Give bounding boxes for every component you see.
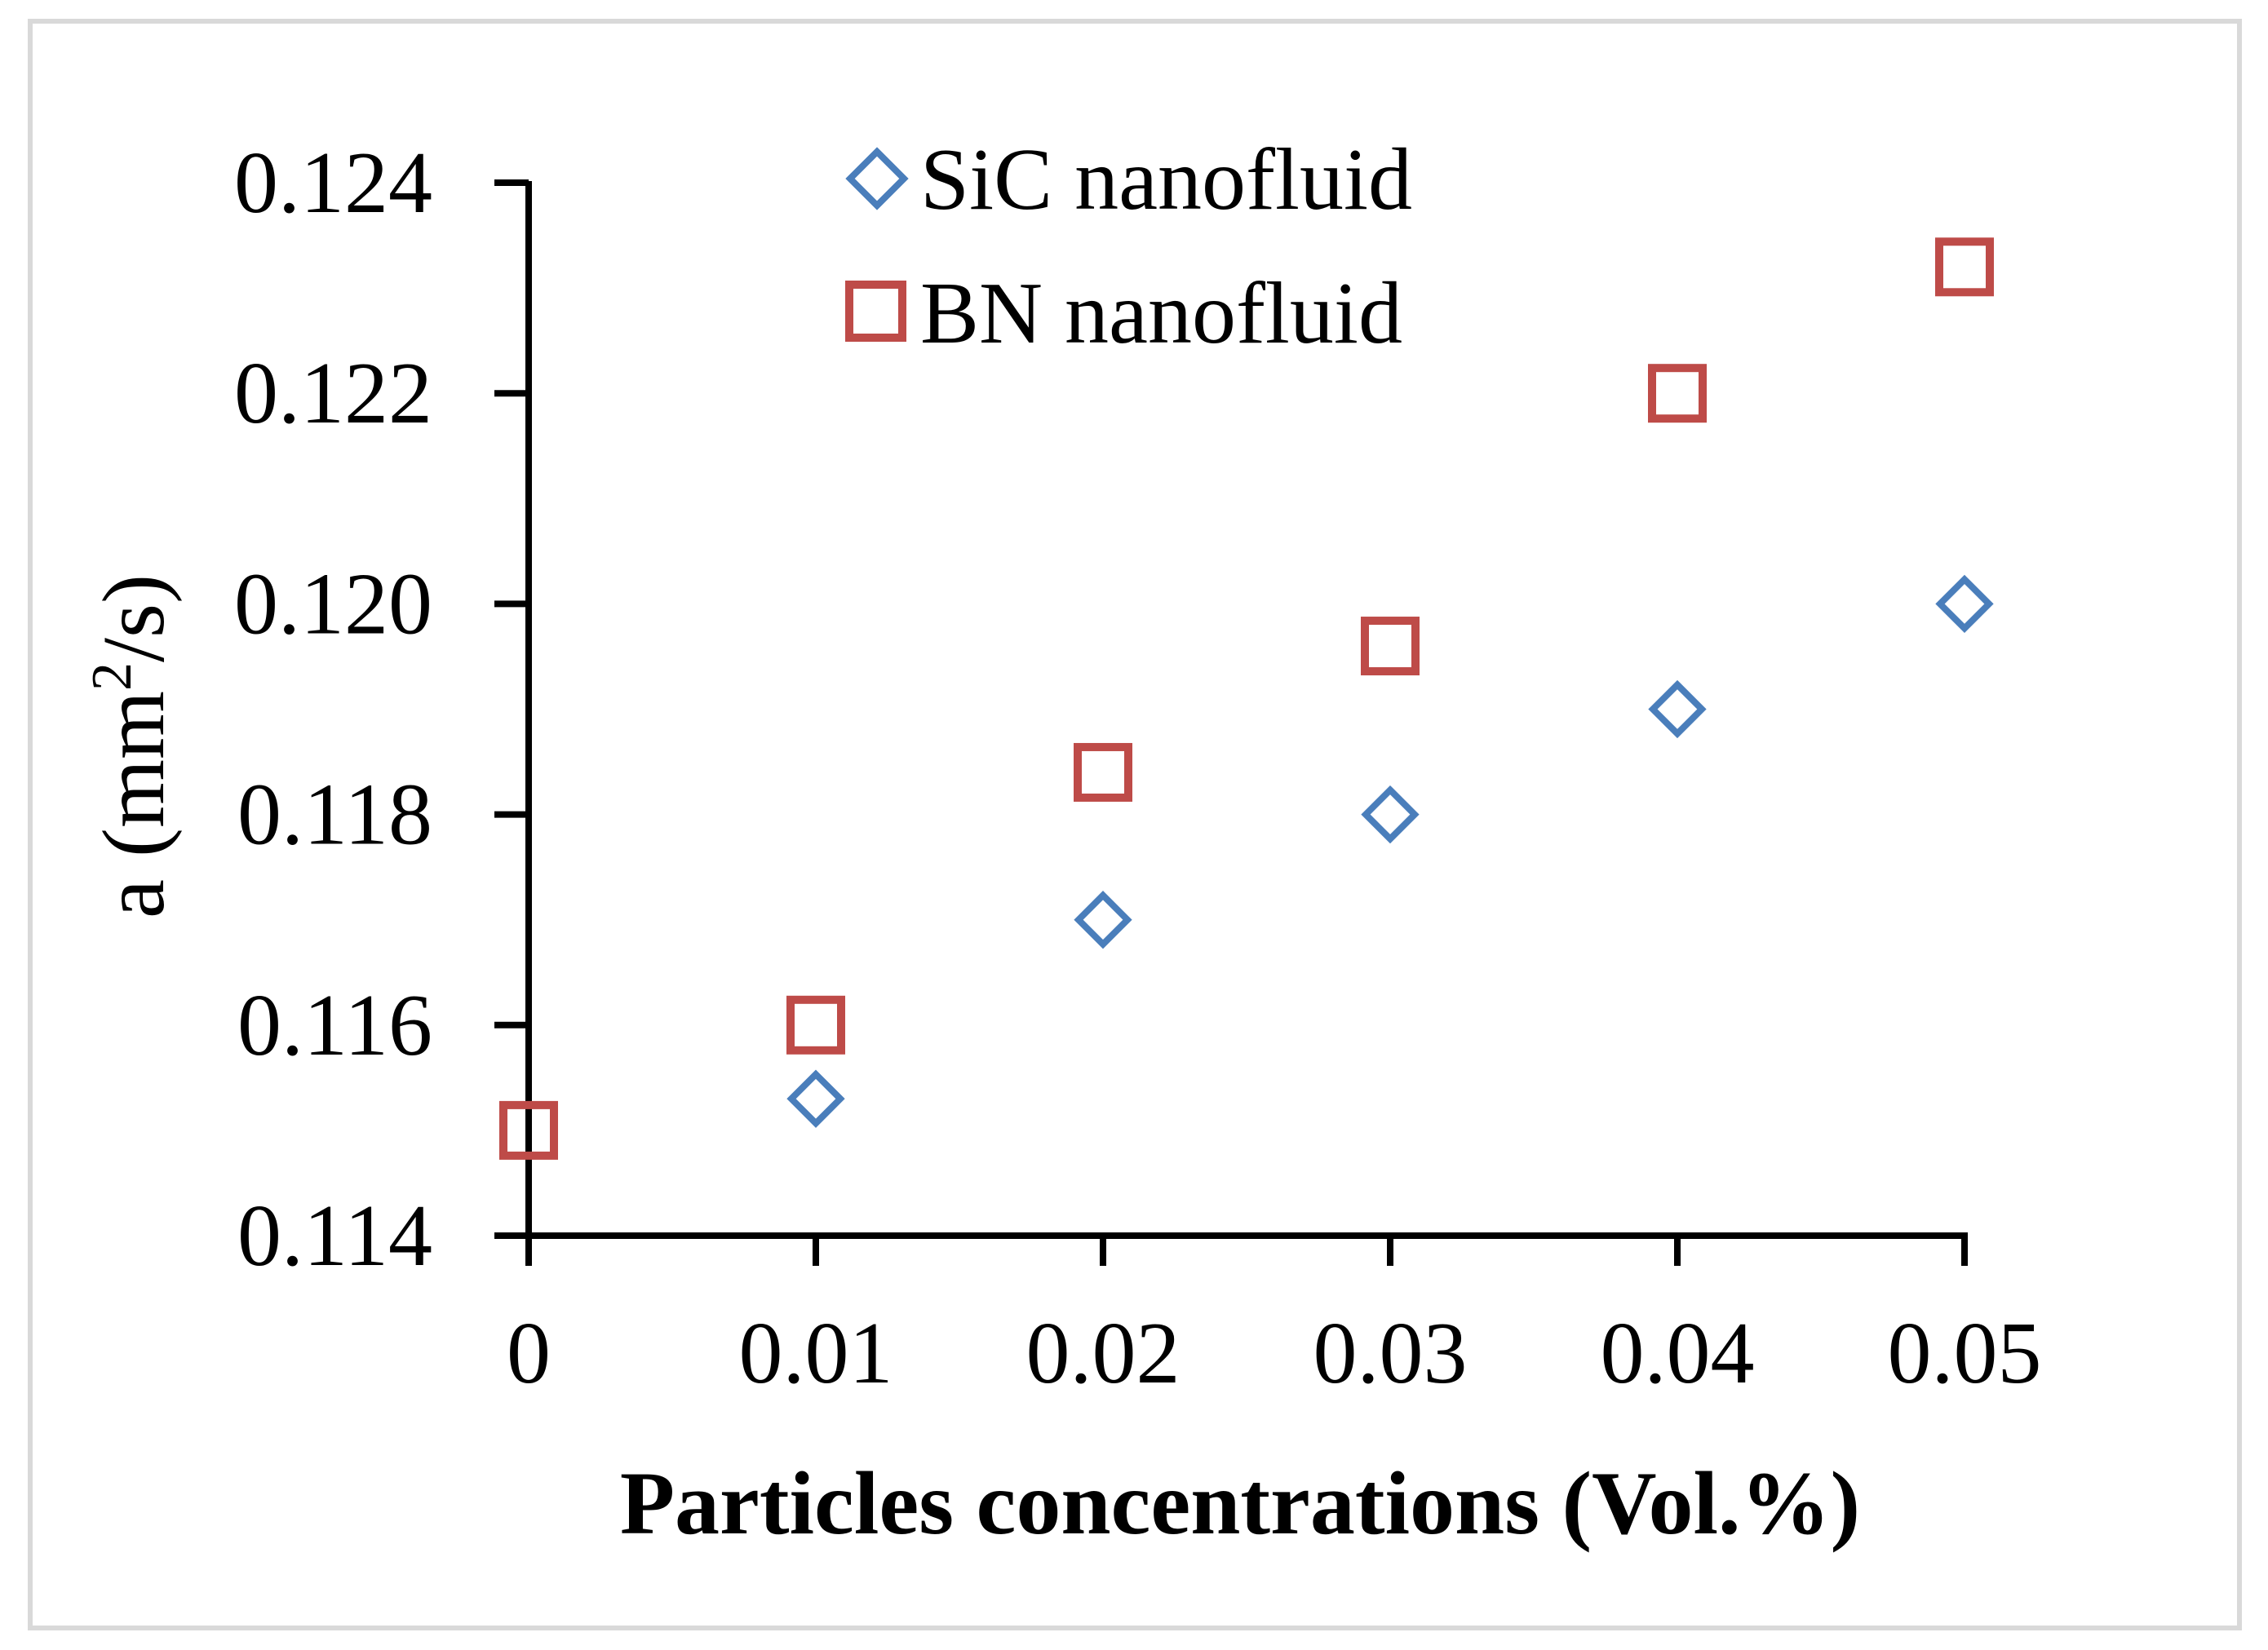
bn-data-point — [1074, 742, 1132, 802]
y-tick-label: 0.120 — [234, 555, 432, 652]
legend-item-sic: SiC nanofluid — [845, 131, 1412, 228]
x-tick-label: 0.05 — [1888, 1305, 2042, 1402]
legend-marker-square — [845, 281, 906, 342]
y-tick-label: 0.116 — [237, 977, 432, 1074]
x-tick-label: 0 — [507, 1305, 551, 1402]
x-axis-ticks: 0 0.01 0.02 0.03 0.04 0.05 — [507, 1236, 2042, 1402]
legend-label-bn: BN nanofluid — [920, 265, 1402, 362]
y-tick-label: 0.124 — [234, 135, 432, 232]
x-tick-label: 0.01 — [739, 1305, 893, 1402]
y-axis-title: a (mm2/s) — [81, 574, 183, 918]
y-tick-label: 0.114 — [237, 1188, 432, 1285]
bn-data-point — [786, 995, 845, 1055]
bn-data-point — [499, 1100, 558, 1160]
x-tick-label: 0.03 — [1313, 1305, 1468, 1402]
bn-data-point — [1361, 617, 1420, 676]
legend: SiC nanofluid BN nanofluid — [845, 131, 1412, 362]
sic-data-point — [786, 1069, 845, 1128]
legend-marker-diamond — [845, 147, 909, 210]
y-tick-label: 0.118 — [237, 767, 432, 864]
x-tick-label: 0.02 — [1026, 1305, 1181, 1402]
data-markers — [499, 237, 1994, 1160]
sic-data-point — [1648, 679, 1707, 739]
sic-data-point — [1935, 574, 1994, 634]
x-axis-title: Particles concentrations (Vol.%) — [620, 1453, 1860, 1553]
chart-frame — [28, 19, 2242, 1630]
y-tick-label: 0.122 — [234, 345, 432, 442]
legend-item-bn: BN nanofluid — [845, 265, 1402, 362]
sic-data-point — [1361, 785, 1420, 844]
y-axis-ticks: 0.114 0.116 0.118 0.120 0.122 0.124 — [234, 135, 529, 1285]
bn-data-point — [1935, 237, 1994, 297]
legend-label-sic: SiC nanofluid — [920, 131, 1412, 228]
x-tick-label: 0.04 — [1601, 1305, 1755, 1402]
sic-data-point — [1074, 891, 1132, 949]
bn-data-point — [1648, 364, 1707, 423]
